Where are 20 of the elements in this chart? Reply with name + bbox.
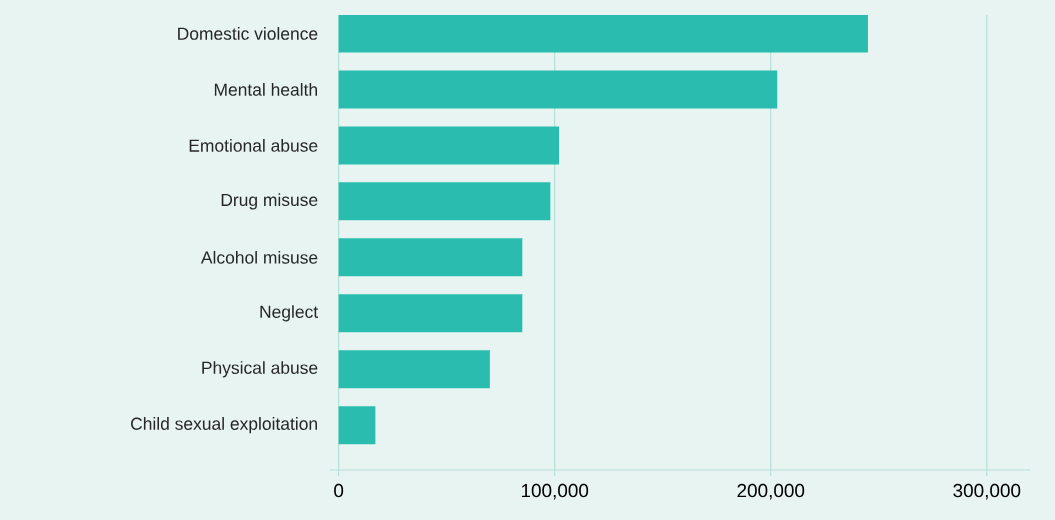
y-tick-label: Domestic violence (178, 27, 318, 40)
x-tick-label: 200,000 (737, 483, 805, 500)
bar (338, 238, 523, 277)
y-tick-label: Drug misuse (221, 193, 318, 210)
bar (338, 350, 490, 389)
y-tick-label: Child sexual exploitation (131, 417, 317, 434)
y-tick-label: Neglect (260, 305, 319, 322)
y-tick-label: Mental health (214, 83, 317, 96)
bar (338, 406, 376, 445)
x-tick-label: 100,000 (521, 483, 589, 500)
x-tick-label: 300,000 (953, 483, 1021, 500)
bar (338, 294, 523, 333)
bar (338, 15, 868, 53)
y-tick-label: Physical abuse (202, 361, 318, 378)
y-tick-label: Alcohol misuse (200, 250, 318, 264)
x-tick-label: 0 (334, 483, 344, 498)
y-tick-label: Emotional abuse (189, 138, 318, 152)
bar (338, 70, 778, 109)
bar (338, 126, 560, 165)
bar (338, 182, 551, 221)
